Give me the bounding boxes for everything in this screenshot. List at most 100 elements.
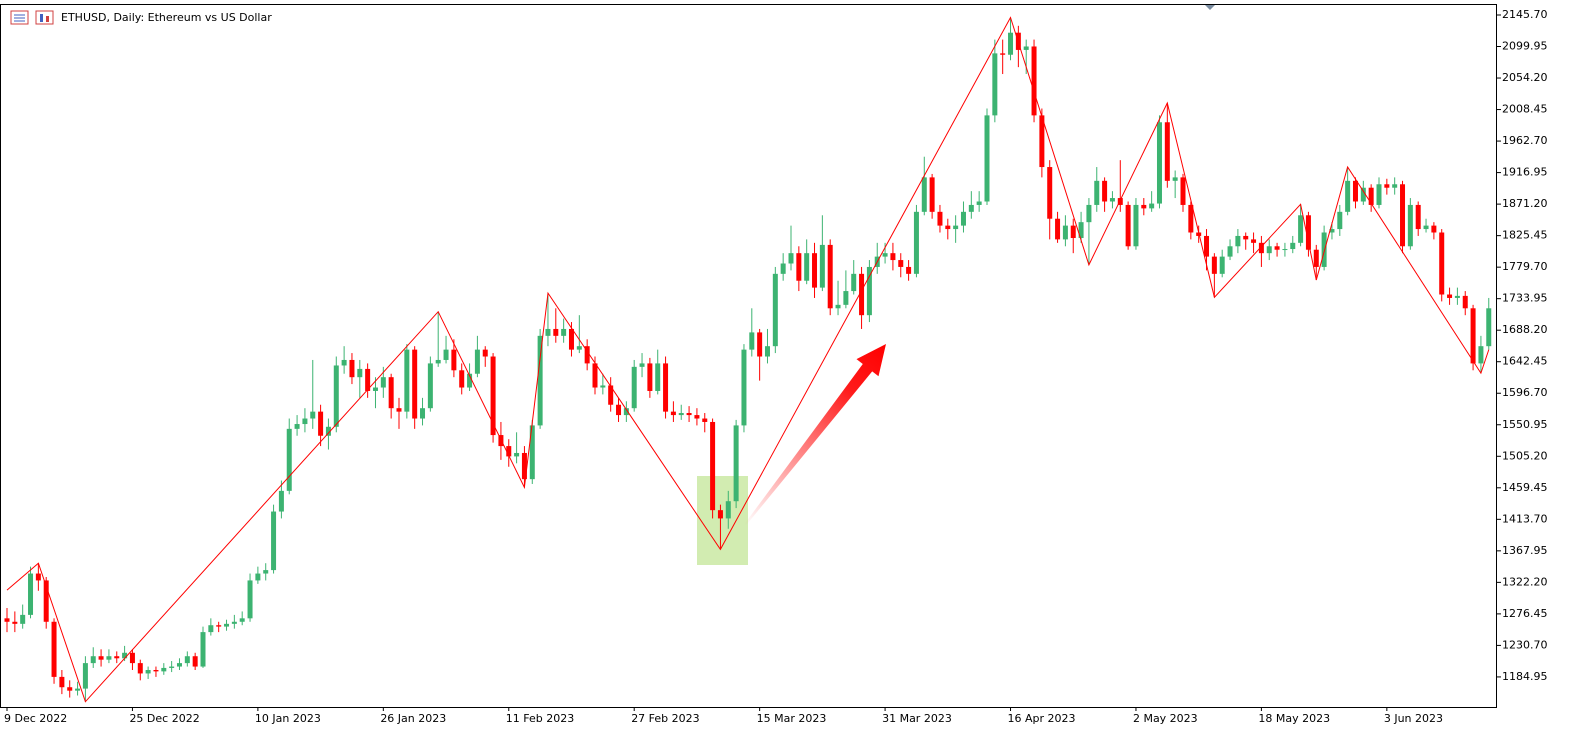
candle-body <box>1407 204 1413 247</box>
candle-body <box>231 621 237 624</box>
candle-body <box>1070 225 1076 239</box>
candle-body <box>59 676 65 688</box>
candle-body <box>380 377 386 388</box>
candle-body <box>372 387 378 391</box>
zigzag-line <box>6 16 1490 703</box>
candle-body <box>310 411 316 419</box>
x-tick-label: 16 Apr 2023 <box>1008 712 1076 725</box>
candle-body <box>412 349 418 419</box>
candle-body <box>631 366 637 409</box>
candle-body <box>1368 187 1374 205</box>
candle-body <box>98 656 104 660</box>
shift-marker <box>1205 5 1215 10</box>
title-icons <box>10 10 54 25</box>
candle-body <box>1023 46 1029 50</box>
candle-body <box>278 490 284 512</box>
candle-body <box>20 614 26 624</box>
y-tick-label: 1871.20 <box>1502 197 1548 210</box>
candle-body <box>1298 215 1304 243</box>
candle-body <box>1431 225 1437 233</box>
candle-body <box>1008 32 1014 55</box>
candle-body <box>976 201 982 205</box>
candle-body <box>553 328 559 336</box>
candle-body <box>1439 232 1445 295</box>
candle-body <box>1141 204 1147 209</box>
candle-body <box>545 328 551 336</box>
y-tick-label: 2099.95 <box>1502 40 1548 53</box>
candle-body <box>576 346 582 350</box>
y-tick-label: 1413.70 <box>1502 512 1548 525</box>
candle-body <box>686 413 692 416</box>
candle-body <box>349 359 355 378</box>
candle-body <box>145 670 151 674</box>
candle-body <box>1305 215 1311 250</box>
y-tick-label: 1550.95 <box>1502 418 1548 431</box>
candle-body <box>1164 122 1170 181</box>
candle-body <box>129 652 135 664</box>
candle-body <box>1133 204 1139 247</box>
candle-body <box>333 365 339 427</box>
candle-body <box>1180 177 1186 205</box>
candle-body <box>866 266 872 316</box>
candle-body <box>1478 346 1484 364</box>
candle-body <box>1227 246 1233 257</box>
candle-body <box>663 363 669 412</box>
candle-body <box>1204 235 1210 257</box>
x-tick-label: 18 May 2023 <box>1258 712 1330 725</box>
candle-body <box>325 426 331 436</box>
candle-body <box>945 225 951 230</box>
candle-body <box>1156 122 1162 204</box>
candle-body <box>1384 184 1390 188</box>
candle-body <box>365 368 371 391</box>
candle-body <box>725 501 731 519</box>
candle-body <box>741 349 747 426</box>
candle-body <box>1329 229 1335 233</box>
candle-body <box>4 618 10 622</box>
candle-body <box>1486 308 1492 347</box>
x-tick-label: 25 Dec 2022 <box>129 712 199 725</box>
candle-body <box>1454 295 1460 298</box>
candle-body <box>670 411 676 416</box>
candle-body <box>984 115 990 202</box>
candle-body <box>1274 246 1280 250</box>
x-tick-label: 15 Mar 2023 <box>757 712 827 725</box>
candle-body <box>1055 218 1061 240</box>
candle-body <box>67 687 73 691</box>
y-tick-label: 1184.95 <box>1502 670 1548 683</box>
candle-body <box>459 370 465 388</box>
candle-body <box>717 510 723 519</box>
candle-body <box>1086 204 1092 223</box>
candle-body <box>1094 180 1100 205</box>
candle-body <box>1258 242 1264 254</box>
candle-body <box>906 266 912 274</box>
candle-body <box>521 452 527 480</box>
plot-frame <box>0 4 1497 708</box>
candle-body <box>1188 204 1194 233</box>
candle-body <box>404 349 410 412</box>
candle-body <box>913 211 919 274</box>
candle-body <box>12 621 18 624</box>
candle-body <box>1172 177 1178 181</box>
candle-body <box>35 573 41 581</box>
candle-body <box>176 663 182 667</box>
candle-body <box>608 385 614 405</box>
x-tick-label: 3 Jun 2023 <box>1384 712 1443 725</box>
candle-body <box>357 368 363 378</box>
candle-body <box>623 408 629 416</box>
highlight-box <box>697 476 748 565</box>
candle-body <box>1062 225 1068 240</box>
candle-body <box>490 356 496 436</box>
candle-body <box>216 625 222 627</box>
candle-body <box>647 363 653 391</box>
candle-body <box>451 349 457 371</box>
x-tick-label: 2 May 2023 <box>1133 712 1198 725</box>
candle-body <box>1462 295 1468 309</box>
candle-body <box>694 415 700 419</box>
candle-body <box>318 411 324 436</box>
candle-body <box>1243 235 1249 240</box>
candle-body <box>859 273 865 316</box>
candle-body <box>827 244 833 309</box>
candle-body <box>388 377 394 409</box>
candle-body <box>1447 294 1453 298</box>
